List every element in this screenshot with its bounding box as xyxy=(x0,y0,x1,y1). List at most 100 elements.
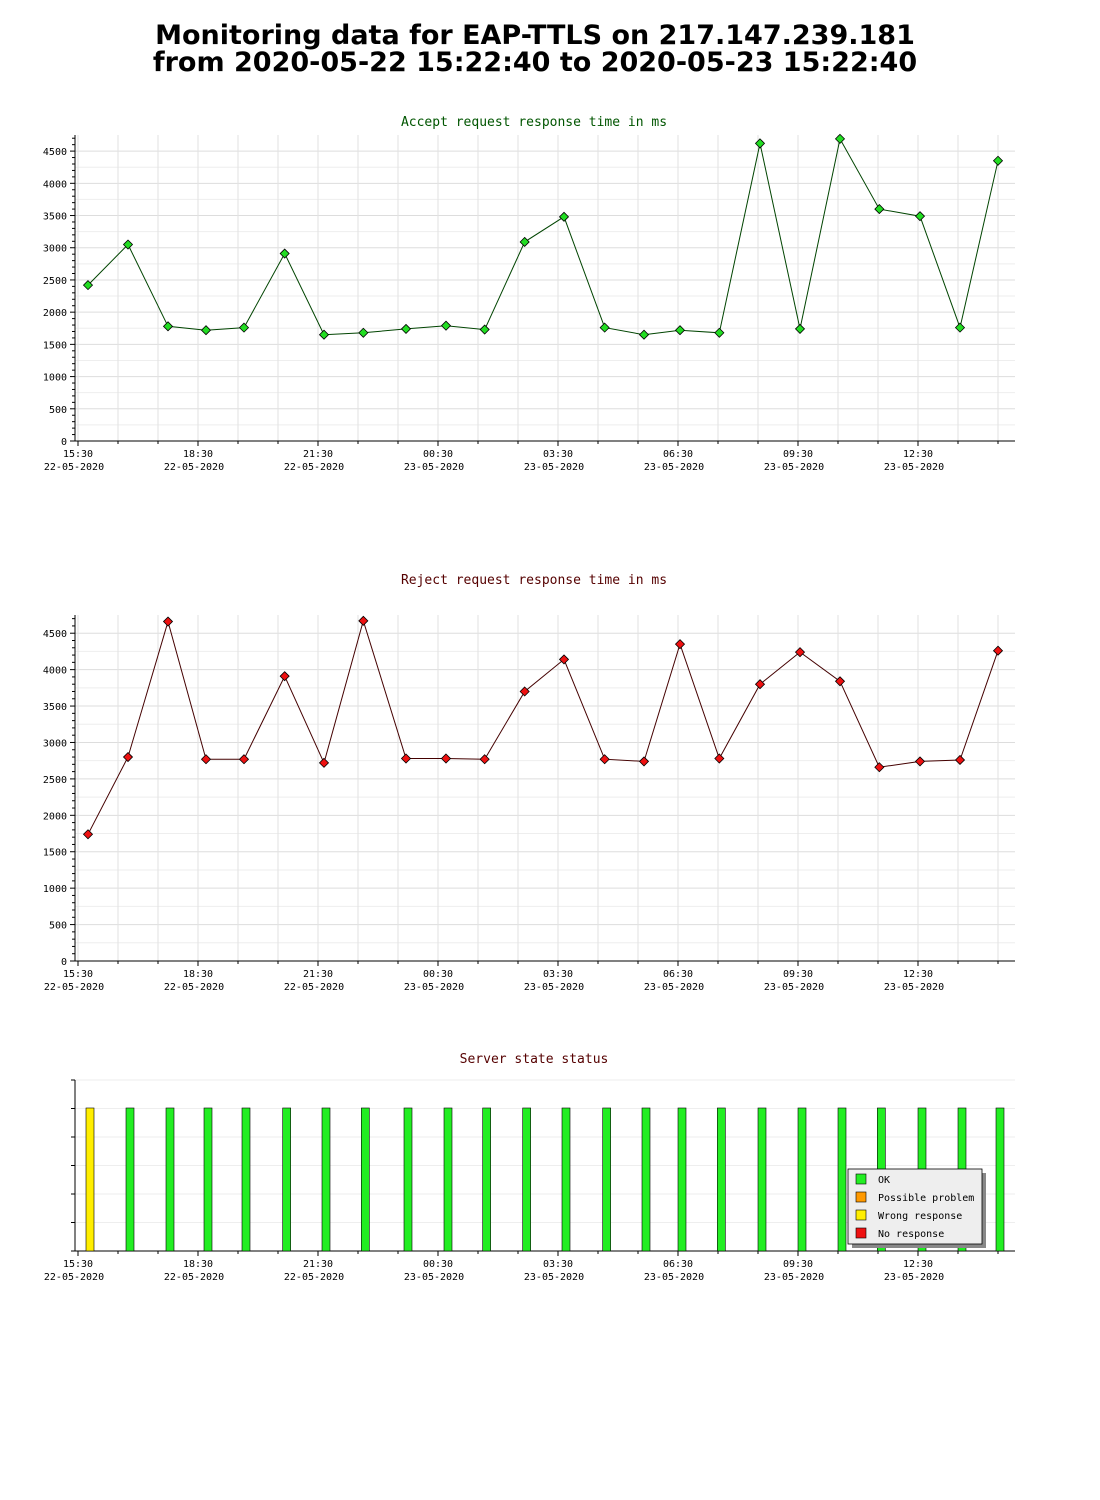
accept-data-point xyxy=(519,236,530,248)
accept-x-time-label: 15:30 xyxy=(63,449,93,460)
accept-data-point xyxy=(599,322,610,333)
reject-data-point xyxy=(200,754,212,765)
reject-data-point xyxy=(714,753,725,764)
status-bar xyxy=(641,1107,651,1252)
accept-y-tick-label: 2500 xyxy=(43,276,67,287)
status-x-date-label: 23-05-2020 xyxy=(764,1272,824,1283)
accept-data-point xyxy=(82,280,94,291)
status-bar xyxy=(125,1107,135,1252)
accept-y-tick-label: 2000 xyxy=(43,308,67,319)
accept-data-point xyxy=(638,329,650,340)
reject-data-point xyxy=(82,829,94,840)
reject-y-tick-label: 1000 xyxy=(43,884,67,895)
reject-x-time-label: 15:30 xyxy=(63,969,93,980)
reject-x-date-label: 22-05-2020 xyxy=(44,982,104,993)
reject-data-point xyxy=(162,616,174,627)
accept-y-tick-label: 4500 xyxy=(43,147,67,158)
status-legend-swatch xyxy=(855,1173,867,1185)
status-bar xyxy=(561,1107,571,1252)
accept-x-date-label: 23-05-2020 xyxy=(764,462,824,473)
accept-x-time-label: 00:30 xyxy=(423,449,453,460)
status-bar xyxy=(837,1107,847,1252)
status-bar xyxy=(282,1107,291,1252)
title-line-1: Monitoring data for EAP-TTLS on 217.147.… xyxy=(155,20,915,51)
reject-x-time-label: 03:30 xyxy=(543,969,573,980)
accept-y-tick-label: 0 xyxy=(61,437,67,448)
status-x-date-label: 22-05-2020 xyxy=(44,1272,104,1283)
title-line-2: from 2020-05-22 15:22:40 to 2020-05-23 1… xyxy=(152,47,918,78)
reject-chart-title: Reject request response time in ms xyxy=(401,573,667,588)
accept-x-time-label: 09:30 xyxy=(783,449,813,460)
reject-y-tick-label: 0 xyxy=(61,957,67,968)
status-legend-swatch xyxy=(855,1191,867,1203)
status-legend-swatch xyxy=(855,1209,867,1221)
status-bar xyxy=(321,1107,331,1252)
status-chart-title: Server state status xyxy=(460,1052,609,1067)
reject-x-date-label: 22-05-2020 xyxy=(284,982,344,993)
status-x-time-label: 00:30 xyxy=(423,1259,453,1270)
reject-data-point xyxy=(638,756,650,767)
status-bar xyxy=(85,1107,95,1252)
accept-x-date-label: 23-05-2020 xyxy=(644,462,704,473)
accept-data-point xyxy=(358,327,369,338)
status-bar xyxy=(522,1107,531,1252)
accept-x-date-label: 22-05-2020 xyxy=(44,462,104,473)
status-x-time-label: 12:30 xyxy=(903,1259,933,1270)
reject-y-tick-label: 2000 xyxy=(43,811,67,822)
accept-data-point xyxy=(954,322,966,333)
accept-chart-title: Accept request response time in ms xyxy=(401,115,667,130)
accept-data-point xyxy=(400,323,412,334)
status-bar xyxy=(361,1107,370,1252)
reject-data-point xyxy=(400,753,412,764)
accept-data-point xyxy=(318,329,330,340)
accept-series-line xyxy=(87,137,999,336)
reject-series-line xyxy=(87,619,999,835)
accept-data-point xyxy=(674,325,686,336)
status-legend-label: No response xyxy=(878,1229,944,1240)
status-bar xyxy=(241,1107,251,1252)
accept-data-point xyxy=(992,155,1004,166)
reject-data-point xyxy=(519,686,530,697)
reject-y-tick-label: 3500 xyxy=(43,702,67,713)
status-bar xyxy=(602,1107,611,1252)
reject-data-point xyxy=(479,754,490,765)
status-bar xyxy=(203,1107,213,1252)
accept-x-date-label: 23-05-2020 xyxy=(524,462,584,473)
status-legend: OK Possible problem Wrong response No respo… xyxy=(847,1168,986,1248)
accept-data-point xyxy=(874,204,885,215)
reject-x-time-label: 00:30 xyxy=(423,969,453,980)
accept-x-date-label: 22-05-2020 xyxy=(164,462,224,473)
reject-x-date-label: 23-05-2020 xyxy=(764,982,824,993)
status-legend-box xyxy=(847,1168,983,1245)
status-x-time-label: 09:30 xyxy=(783,1259,813,1270)
reject-data-point xyxy=(358,615,369,626)
accept-y-tick-label: 500 xyxy=(49,405,67,416)
reject-data-point xyxy=(834,676,846,687)
chart-reject-response-time: Reject request response time in ms 0 500 10… xyxy=(43,573,1015,993)
reject-x-time-label: 21:30 xyxy=(303,969,333,980)
chart-server-state-status: Server state status 15:30 22-05-2020 18:30 2… xyxy=(44,1052,1015,1283)
accept-y-tick-label: 3500 xyxy=(43,212,67,223)
reject-data-point xyxy=(992,645,1004,656)
reject-y-tick-label: 3000 xyxy=(43,738,67,749)
reject-x-date-label: 23-05-2020 xyxy=(404,982,464,993)
accept-y-tick-label: 1000 xyxy=(43,373,67,384)
reject-data-point xyxy=(914,756,926,767)
accept-x-time-label: 06:30 xyxy=(663,449,693,460)
status-x-date-label: 23-05-2020 xyxy=(404,1272,464,1283)
status-x-date-label: 23-05-2020 xyxy=(884,1272,944,1283)
reject-x-time-label: 06:30 xyxy=(663,969,693,980)
status-x-date-label: 23-05-2020 xyxy=(644,1272,704,1283)
status-x-date-label: 22-05-2020 xyxy=(164,1272,224,1283)
chart-accept-response-time: Accept request response time in ms 0 500 10… xyxy=(43,115,1015,473)
accept-y-tick-label: 1500 xyxy=(43,340,67,351)
reject-data-point xyxy=(122,751,134,763)
accept-data-point xyxy=(914,211,926,222)
reject-data-point xyxy=(440,753,452,764)
status-bar xyxy=(482,1107,491,1252)
status-x-date-label: 23-05-2020 xyxy=(524,1272,584,1283)
reject-y-tick-label: 4500 xyxy=(43,629,67,640)
status-bar xyxy=(995,1107,1005,1252)
reject-data-point xyxy=(954,754,966,766)
